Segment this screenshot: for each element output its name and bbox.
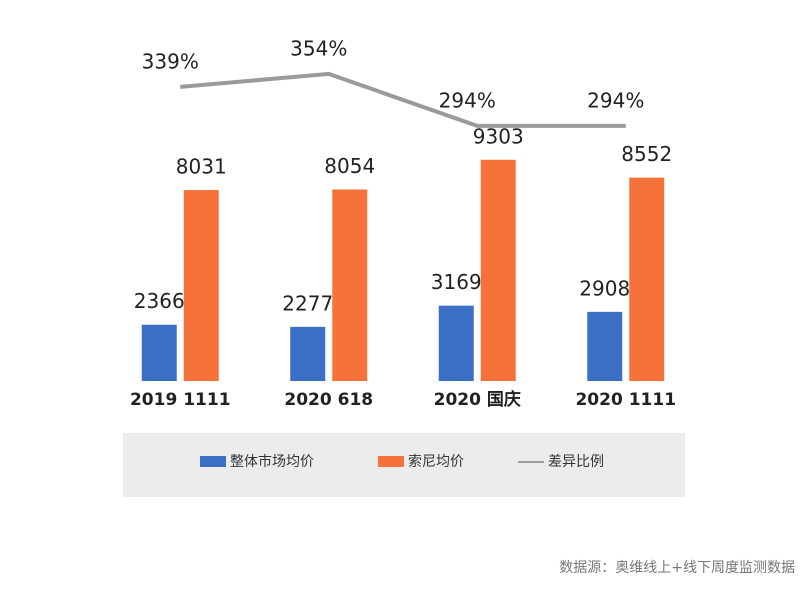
value-label: 9303 (473, 124, 524, 148)
x-tick-label: 2019 1111 (130, 390, 231, 410)
source-note: 数据源：奥维线上+线下周度监测数据 (559, 559, 795, 576)
bar (480, 159, 516, 381)
bar (290, 326, 326, 381)
bar (183, 190, 219, 381)
x-tick-label: 2020 618 (284, 390, 373, 410)
legend-label: 差异比例 (548, 454, 604, 470)
bar (587, 311, 623, 381)
bar (141, 324, 177, 381)
x-tick-label: 2020 1111 (575, 390, 676, 410)
value-label: 2277 (282, 291, 333, 315)
legend-label: 索尼均价 (408, 453, 464, 470)
value-label: 8552 (621, 142, 672, 166)
value-label: 2908 (579, 276, 630, 300)
value-label: 354% (290, 36, 347, 60)
value-label: 2366 (134, 289, 185, 313)
value-label: 294% (587, 88, 644, 112)
value-label: 8031 (176, 155, 227, 179)
line (180, 71, 626, 128)
value-label: 8054 (324, 154, 375, 178)
value-label: 3169 (431, 270, 482, 294)
x-tick-label: 2020 国庆 (434, 389, 521, 410)
legend-label: 整体市场均价 (230, 453, 314, 470)
bar (438, 305, 474, 381)
value-label: 294% (439, 88, 496, 112)
legend-swatch (378, 456, 404, 467)
value-label: 339% (142, 49, 199, 73)
legend-swatch (200, 456, 226, 467)
bar (332, 189, 368, 381)
bar (629, 177, 665, 381)
